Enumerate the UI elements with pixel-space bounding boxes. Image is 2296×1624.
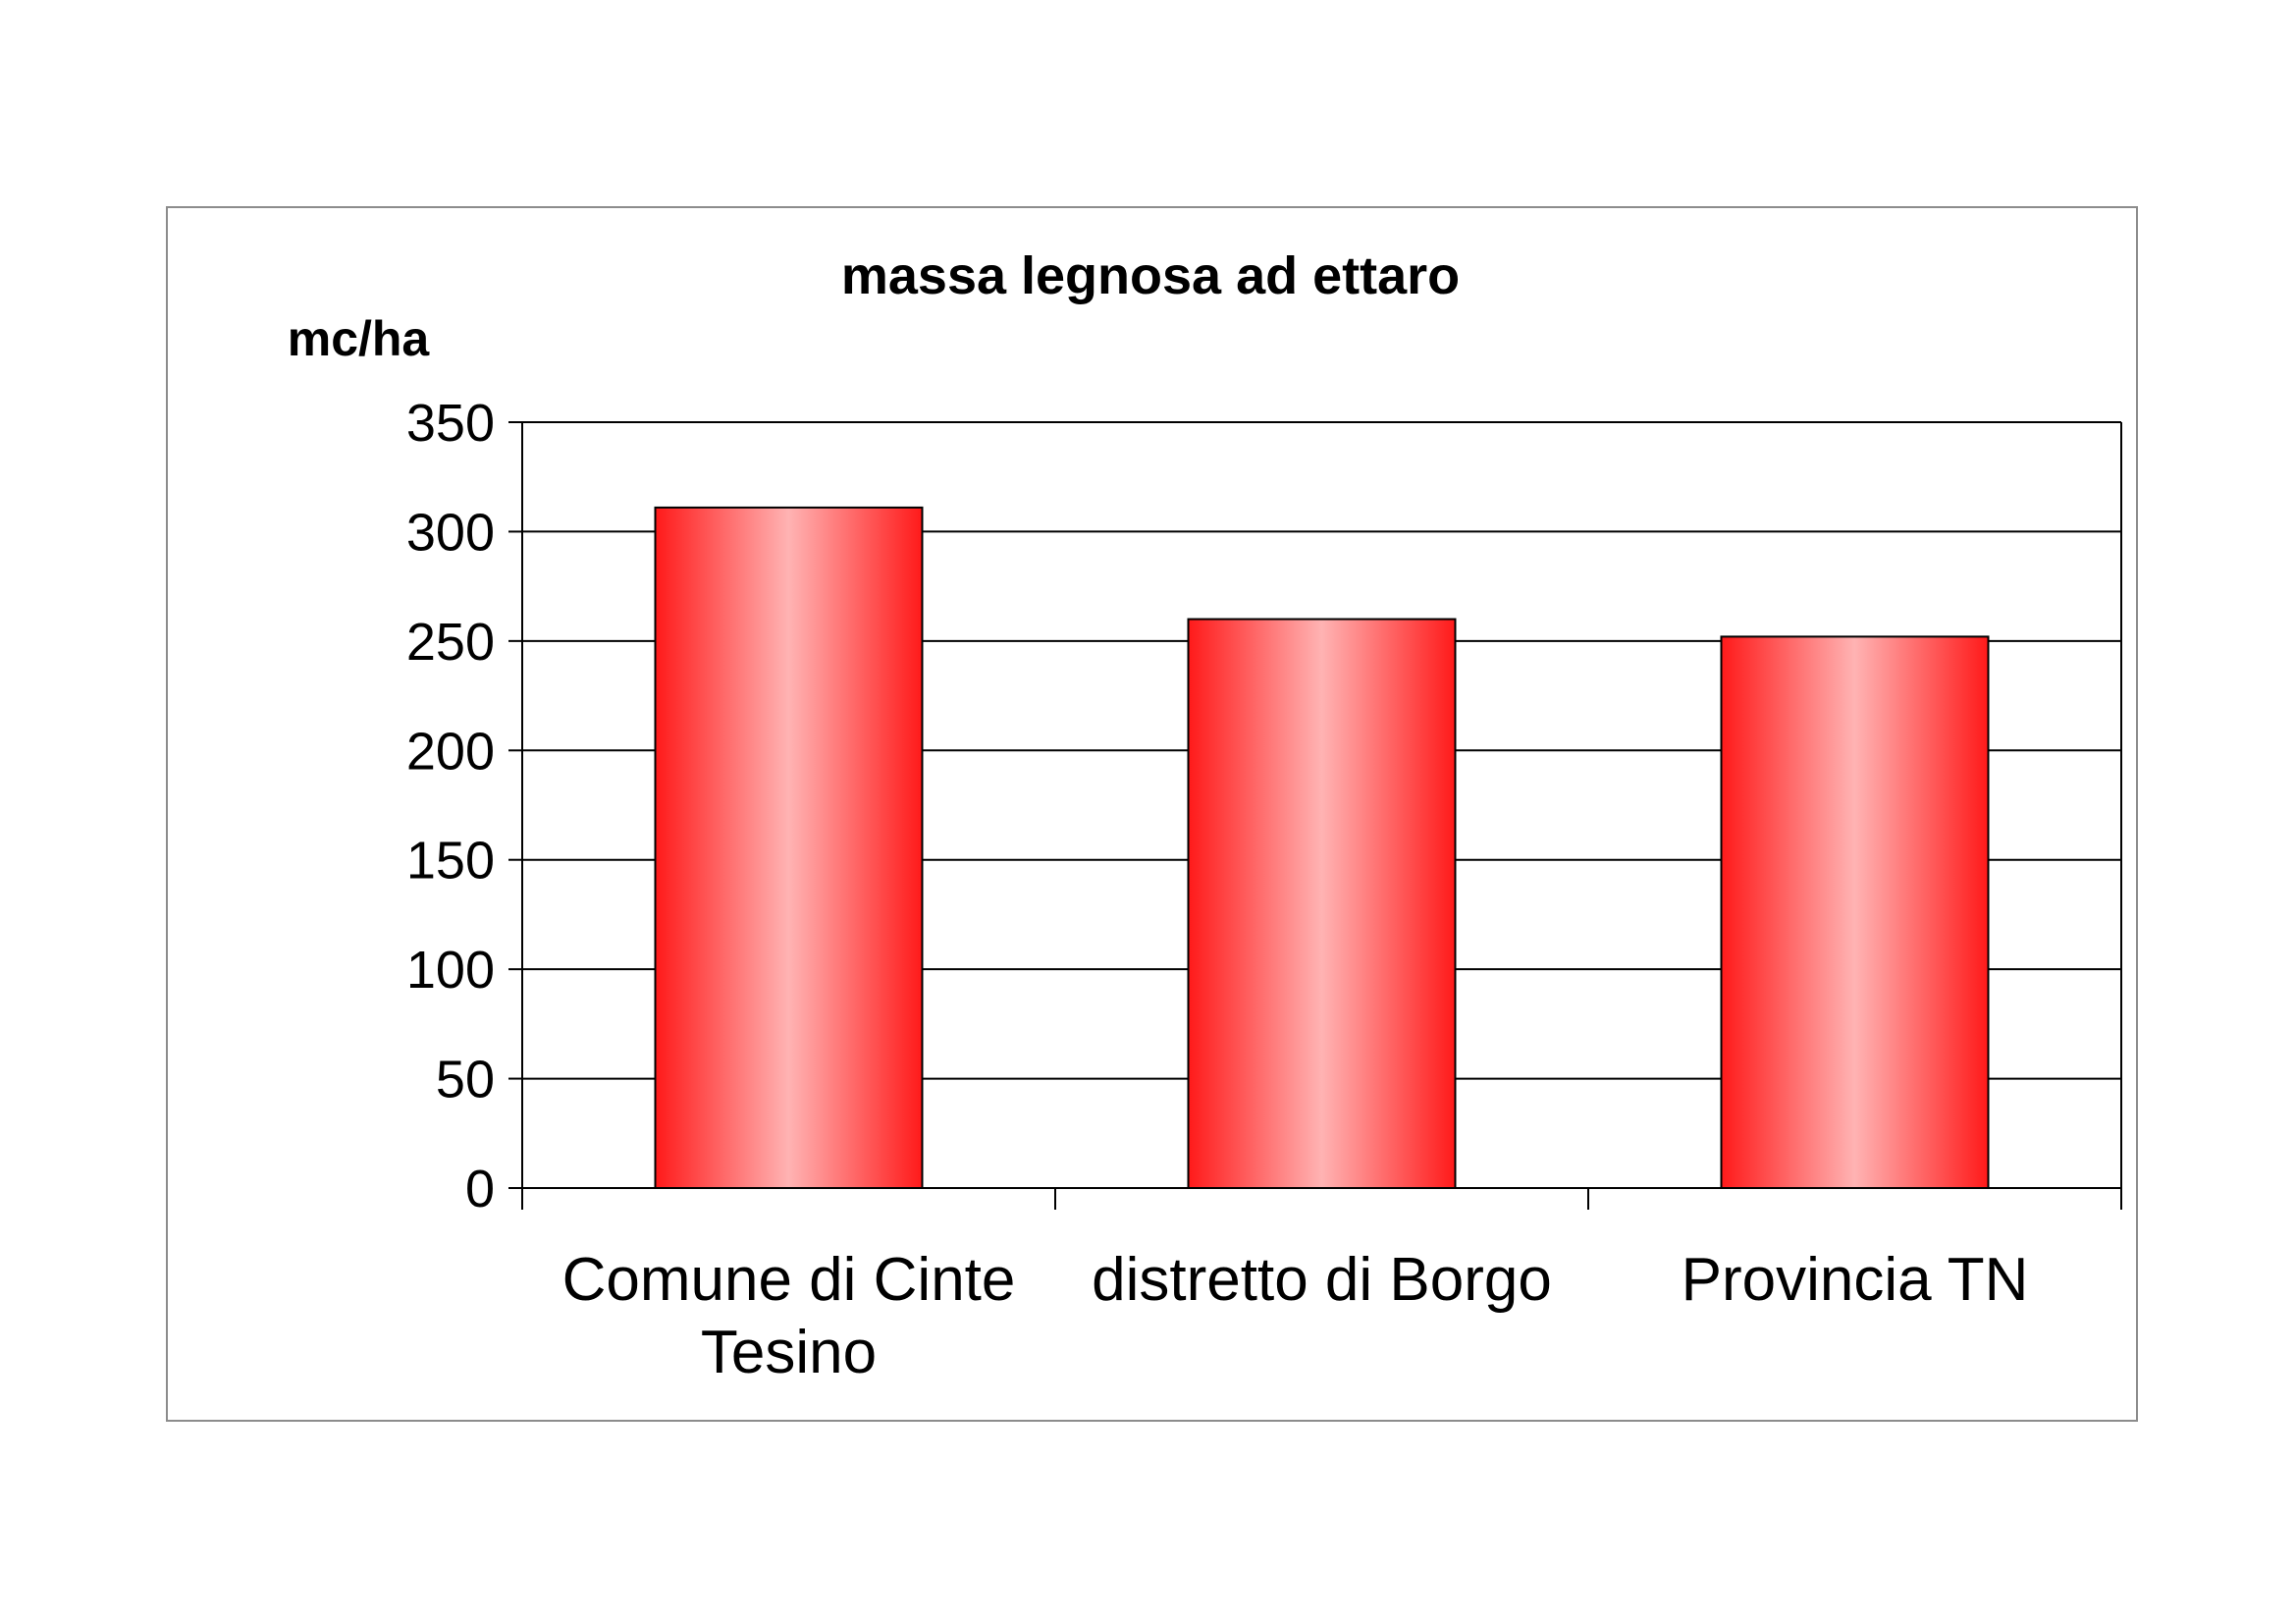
bar bbox=[1187, 618, 1457, 1189]
chart-title: massa legnosa ad ettaro bbox=[841, 246, 1460, 305]
bar bbox=[654, 506, 924, 1189]
bars bbox=[654, 506, 1990, 1189]
y-tick-label: 200 bbox=[406, 722, 495, 781]
y-tick-label: 100 bbox=[406, 941, 495, 1000]
y-tick-label: 50 bbox=[436, 1051, 495, 1110]
y-axis-unit-label: mc/ha bbox=[288, 311, 431, 366]
y-tick-label: 300 bbox=[406, 503, 495, 562]
axes bbox=[521, 422, 2122, 1210]
x-category-label: Comune di Cinte bbox=[562, 1246, 1016, 1314]
x-category-label: distretto di Borgo bbox=[1092, 1246, 1552, 1314]
y-axis-ticks: 0 50 100 150 200 250 300 350 bbox=[406, 394, 522, 1218]
bar bbox=[1720, 635, 1990, 1189]
y-tick-label: 350 bbox=[406, 394, 495, 453]
y-tick-label: 150 bbox=[406, 832, 495, 891]
y-tick-label: 0 bbox=[465, 1160, 495, 1218]
x-category-label: Tesino bbox=[701, 1319, 877, 1386]
x-category-label: Provincia TN bbox=[1682, 1246, 2029, 1314]
y-tick-label: 250 bbox=[406, 613, 495, 672]
